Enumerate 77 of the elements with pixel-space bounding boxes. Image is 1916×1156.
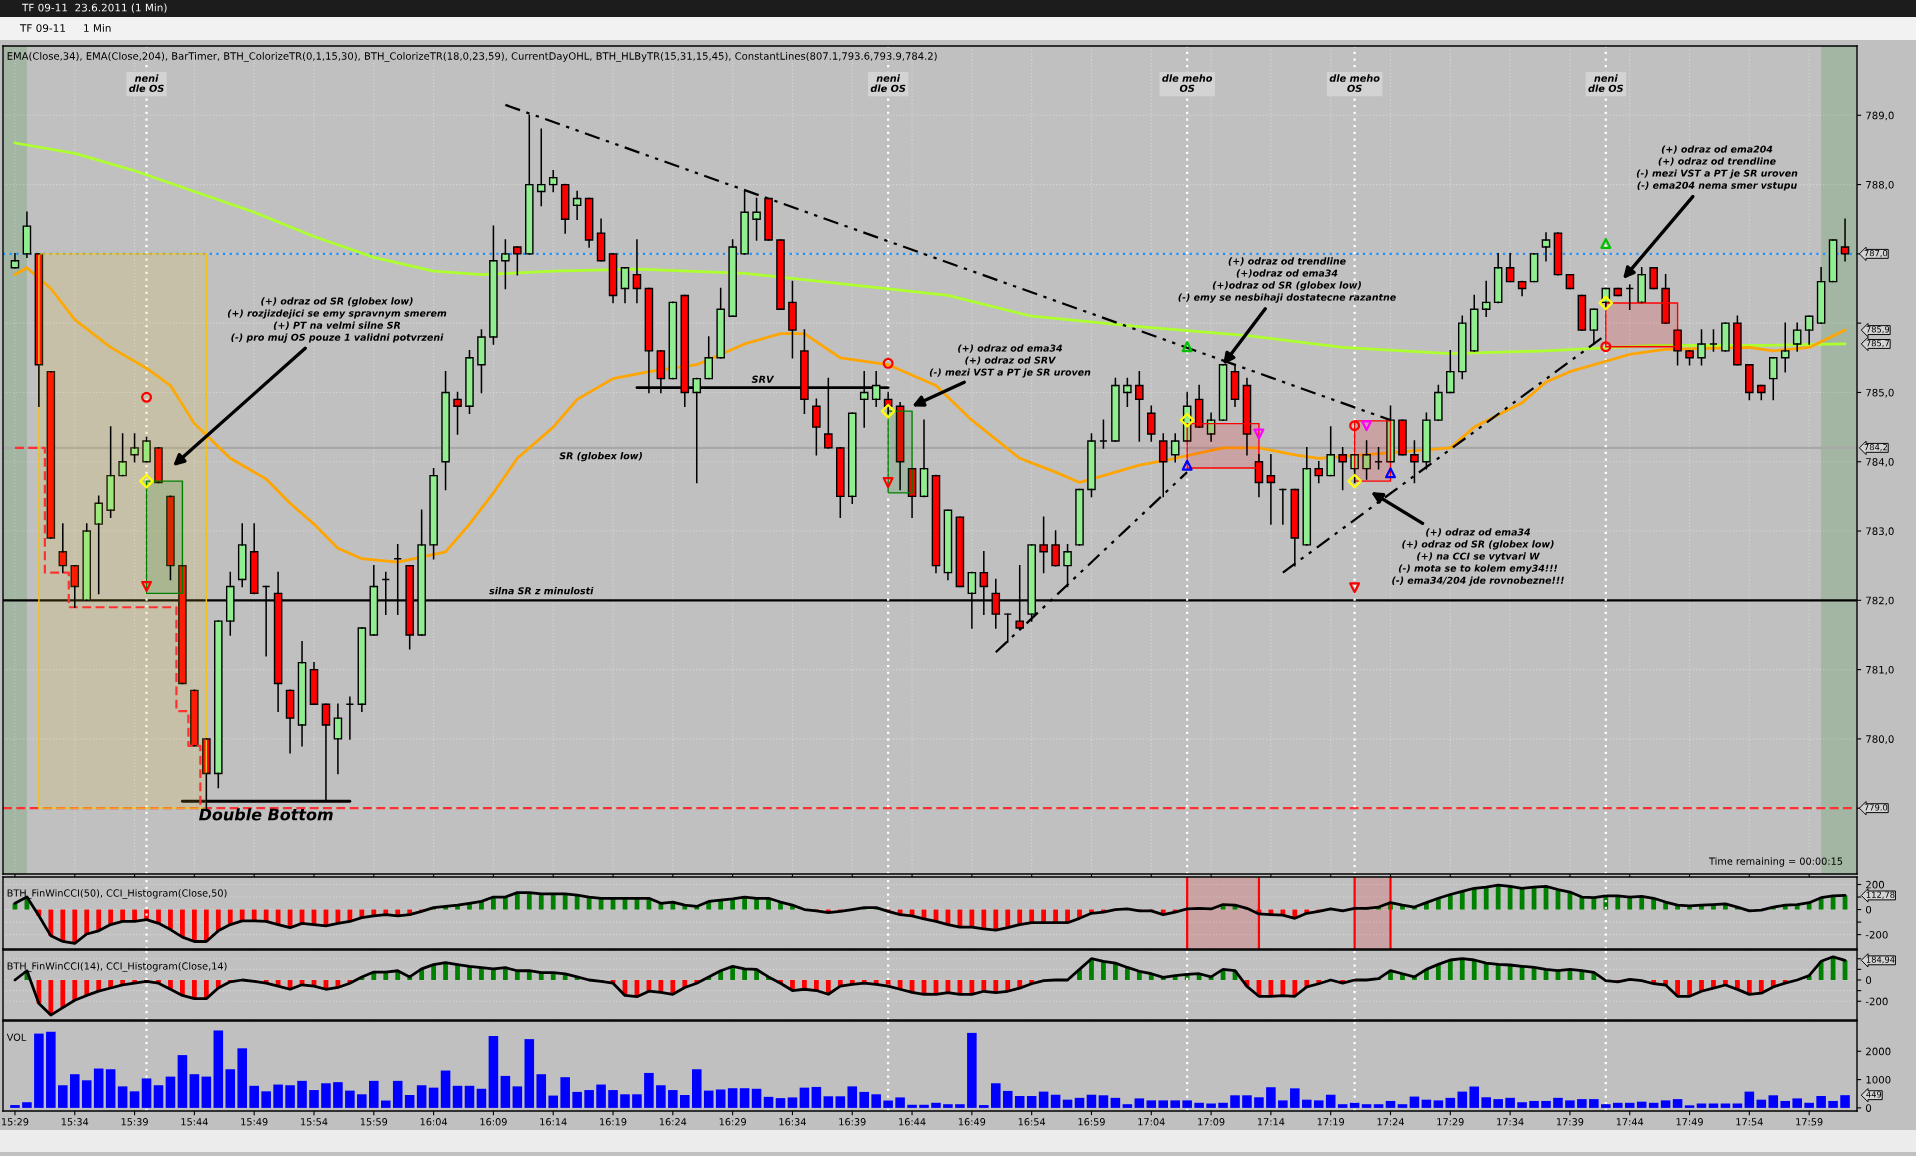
text: BTH_FinWinCCI(50), CCI_Histogram(Close,50) bbox=[7, 889, 227, 899]
x-tick-label: 16:04 bbox=[420, 1118, 448, 1126]
ref-line-label: neni dle OS bbox=[129, 74, 164, 92]
text: EMA(Close,34), EMA(Close,204), BarTimer, BTH_ColorizeTR(0,1,15,30), BTH_ColorizeTR(18,0,23,59), CurrentDayOHL, BTH_HLByTR(15,31,15,45), ConstantLines(807.1,793.6,793.9,784.2) bbox=[7, 52, 937, 62]
x-tick-label: 17:59 bbox=[1796, 1118, 1823, 1126]
text: BTH_FinWinCCI(14), CCI_Histogram(Close,14) bbox=[7, 962, 227, 972]
y-tick-label: 781,0 bbox=[1866, 665, 1894, 675]
x-tick-label: 17:34 bbox=[1497, 1118, 1524, 1126]
annotation: (+) odraz od ema34 (+) odraz od SR (globex low) (+) na CCI se vytvari W (-) mota se to kolem emy34!!! (-) ema34/204 jde rovnobezne!!! bbox=[1392, 528, 1564, 586]
ref-line-label: neni dle OS bbox=[1588, 74, 1624, 92]
x-tick-label: 16:59 bbox=[1078, 1118, 1105, 1126]
ref-line-label: 787,0 bbox=[1864, 249, 1888, 258]
x-tick-label: 16:49 bbox=[958, 1118, 986, 1126]
x-tick-label: 15:59 bbox=[360, 1118, 388, 1126]
x-tick-label: 16:39 bbox=[839, 1118, 866, 1126]
x-tick-label: 16:14 bbox=[540, 1118, 567, 1126]
text: 1 Min bbox=[84, 23, 111, 32]
annotation: SR (globex low) bbox=[559, 452, 642, 462]
x-tick-label: 16:34 bbox=[779, 1118, 806, 1126]
ref-line-label: neni dle OS bbox=[870, 74, 906, 92]
ref-line-label: dle meho OS bbox=[1329, 74, 1380, 92]
y-tick-label: 783,0 bbox=[1866, 527, 1894, 537]
x-tick-label: 17:14 bbox=[1257, 1118, 1285, 1126]
annotation: (+) odraz od trendline (+)odraz od ema34 (+)odraz od SR (globex low) (-) emy se nesbihaji dostatecne razantne bbox=[1178, 257, 1396, 303]
x-tick-label: 15:54 bbox=[301, 1118, 328, 1126]
y-tick-label: -200 bbox=[1865, 997, 1888, 1006]
x-tick-label: 17:09 bbox=[1198, 1118, 1225, 1126]
x-tick-label: 15:29 bbox=[2, 1118, 29, 1126]
y-tick-label: 0 bbox=[1866, 905, 1872, 914]
annotation: 112,78 bbox=[1866, 891, 1895, 899]
annotation: 785,7 bbox=[1866, 340, 1890, 348]
x-tick-label: 17:19 bbox=[1317, 1118, 1345, 1126]
series-label: SRV bbox=[751, 375, 775, 383]
x-tick-label: 15:49 bbox=[241, 1118, 268, 1126]
y-tick-label: 2000 bbox=[1866, 1047, 1891, 1056]
annotation: 449 bbox=[1866, 1091, 1882, 1098]
annotation: Time remaining = 00:00:15 bbox=[1708, 857, 1843, 867]
text: VOL bbox=[6, 1033, 27, 1041]
x-tick-label: 16:29 bbox=[719, 1118, 746, 1126]
y-tick-label: 0 bbox=[1866, 1104, 1872, 1112]
x-tick-label: 17:44 bbox=[1616, 1118, 1644, 1126]
x-tick-label: 15:34 bbox=[61, 1118, 89, 1126]
x-tick-label: 17:39 bbox=[1556, 1118, 1584, 1126]
y-tick-label: 789,0 bbox=[1866, 111, 1894, 121]
x-tick-label: 16:19 bbox=[600, 1118, 627, 1126]
annotation: 785,9 bbox=[1866, 326, 1890, 334]
x-tick-label: 15:44 bbox=[181, 1118, 208, 1126]
x-tick-label: 17:24 bbox=[1377, 1118, 1404, 1126]
chart-title: TF 09-11 23.6.2011 (1 Min) bbox=[21, 3, 167, 13]
x-tick-label: 16:24 bbox=[659, 1118, 687, 1126]
x-tick-label: 17:04 bbox=[1138, 1118, 1165, 1126]
text: TF 09-11 bbox=[19, 24, 65, 33]
y-tick-label: 0 bbox=[1866, 976, 1872, 984]
y-tick-label: 784,0 bbox=[1866, 458, 1894, 467]
y-tick-label: 200 bbox=[1866, 880, 1885, 889]
annotation: (+) odraz od ema204 (+) odraz od trendline (-) mezi VST a PT je SR uroven (-) ema204 nema smer vstupu bbox=[1636, 145, 1798, 191]
x-tick-label: 15:39 bbox=[121, 1118, 148, 1126]
annotation: silna SR z minulosti bbox=[489, 587, 594, 595]
x-tick-label: 16:54 bbox=[1018, 1118, 1046, 1126]
x-tick-label: 16:44 bbox=[899, 1118, 926, 1126]
x-tick-label: 16:09 bbox=[480, 1118, 507, 1126]
series-label: Double Bottom bbox=[199, 808, 333, 821]
x-tick-label: 17:29 bbox=[1437, 1118, 1464, 1126]
ref-line-label: 784,2 bbox=[1864, 443, 1887, 452]
y-tick-label: 780,0 bbox=[1866, 735, 1894, 744]
x-tick-label: 17:54 bbox=[1736, 1118, 1763, 1126]
x-tick-label: 17:49 bbox=[1676, 1118, 1703, 1126]
y-tick-label: 785,0 bbox=[1866, 388, 1894, 398]
y-tick-label: 1000 bbox=[1866, 1075, 1891, 1084]
annotation: (+) odraz od ema34 (+) odraz od SRV (-) mezi VST a PT je SR uroven bbox=[929, 344, 1091, 378]
annotation: (+) odraz od SR (globex low) (+) rozjizdejici se emy spravnym smerem (+) PT na velmi silne SR (-) pro muj OS pouze 1 validni potvrzeni bbox=[227, 297, 447, 343]
ref-line-label: dle meho OS bbox=[1162, 74, 1213, 92]
y-tick-label: 782,0 bbox=[1866, 596, 1894, 606]
ref-line-label: 779.0 bbox=[1864, 804, 1888, 811]
y-tick-label: -200 bbox=[1865, 930, 1888, 939]
y-tick-label: 788,0 bbox=[1866, 180, 1894, 190]
annotation: 184,94 bbox=[1866, 956, 1895, 964]
